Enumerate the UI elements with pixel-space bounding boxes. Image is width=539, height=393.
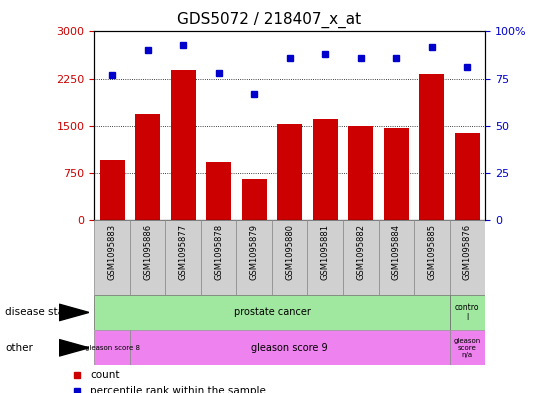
FancyBboxPatch shape [94,330,130,365]
Bar [242,179,267,220]
Text: count: count [90,370,120,380]
FancyBboxPatch shape [165,220,201,295]
Text: gleason
score
n/a: gleason score n/a [454,338,481,358]
Text: gleason score 8: gleason score 8 [85,345,140,351]
FancyBboxPatch shape [130,330,450,365]
Text: GSM1095880: GSM1095880 [285,224,294,280]
Text: GSM1095879: GSM1095879 [250,224,259,280]
Text: GDS5072 / 218407_x_at: GDS5072 / 218407_x_at [177,12,362,28]
Polygon shape [59,304,89,321]
Bar [100,160,125,220]
Text: prostate cancer: prostate cancer [233,307,310,318]
Bar [384,128,409,220]
Bar [455,133,480,220]
Text: GSM1095882: GSM1095882 [356,224,365,280]
Text: disease state: disease state [5,307,75,318]
FancyBboxPatch shape [450,330,485,365]
Text: GSM1095878: GSM1095878 [214,224,223,280]
FancyBboxPatch shape [378,220,414,295]
FancyBboxPatch shape [307,220,343,295]
Bar [313,119,337,220]
FancyBboxPatch shape [450,220,485,295]
FancyBboxPatch shape [272,220,307,295]
Text: percentile rank within the sample: percentile rank within the sample [90,386,266,393]
FancyBboxPatch shape [130,220,165,295]
FancyBboxPatch shape [94,220,130,295]
FancyBboxPatch shape [414,220,450,295]
Bar [348,127,373,220]
FancyBboxPatch shape [94,295,450,330]
Text: GSM1095881: GSM1095881 [321,224,330,280]
Text: GSM1095876: GSM1095876 [463,224,472,280]
FancyBboxPatch shape [450,295,485,330]
Text: GSM1095884: GSM1095884 [392,224,401,280]
Text: GSM1095885: GSM1095885 [427,224,436,280]
Polygon shape [59,340,89,356]
Text: GSM1095886: GSM1095886 [143,224,152,280]
Bar [419,74,444,220]
Text: GSM1095877: GSM1095877 [178,224,188,280]
Text: other: other [5,343,33,353]
FancyBboxPatch shape [201,220,237,295]
FancyBboxPatch shape [237,220,272,295]
FancyBboxPatch shape [343,220,378,295]
Text: gleason score 9: gleason score 9 [251,343,328,353]
Bar [277,124,302,220]
Text: GSM1095883: GSM1095883 [108,224,116,280]
Bar [171,70,196,220]
Text: contro
l: contro l [455,303,480,322]
Bar [135,114,160,220]
Bar [206,162,231,220]
